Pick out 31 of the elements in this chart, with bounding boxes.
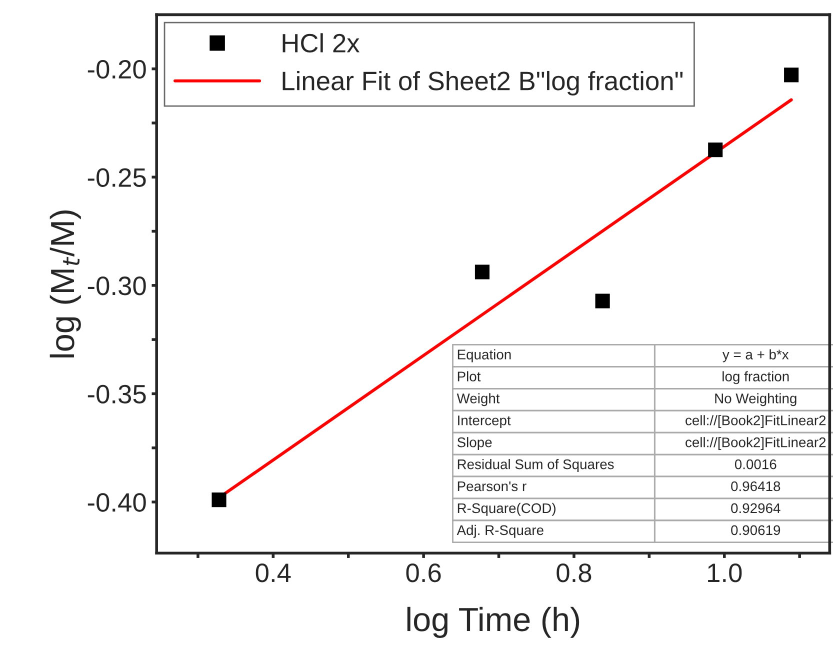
annotation: No Weighting <box>715 393 796 406</box>
annotation: 0.96418 <box>731 481 780 492</box>
x-tick-label: 0.8 <box>556 564 592 582</box>
annotation: Adj. R-Square <box>456 524 544 538</box>
annotation: log fraction <box>722 371 789 384</box>
annotation: Residual Sum of Squares <box>458 459 614 472</box>
annotation: cell://[Book2]FitLinear2 <box>686 415 826 428</box>
annotation: 0.92964 <box>731 503 780 514</box>
annotation: 0.0016 <box>734 459 776 470</box>
annotation: Weight <box>456 393 500 406</box>
x-tick-label: 0.4 <box>256 564 291 582</box>
annotation: y = a + b*x <box>722 349 789 362</box>
annotation: R-Square(COD) <box>458 502 556 516</box>
annotation: Equation <box>458 349 511 362</box>
x-tick-label: 1.0 <box>708 564 742 582</box>
annotation: Plot <box>458 371 481 382</box>
y-axis-title: log (M$_{t}$/M) <box>50 210 81 358</box>
annotation: cell://[Book2]FitLinear2 <box>686 437 826 450</box>
annotation: Intercept <box>458 416 511 428</box>
y-tick-label: -0.30 <box>88 276 146 296</box>
legend-label: HCl 2x <box>282 33 360 53</box>
legend-label: Linear Fit of Sheet2 B"log fraction" <box>282 70 683 96</box>
x-axis-title: log Time (h) <box>407 606 580 638</box>
annotation: Slope <box>457 437 492 450</box>
annotation: 0.90619 <box>731 525 780 536</box>
y-tick-label: -0.40 <box>88 493 146 512</box>
annotation: Pearson's r <box>458 481 526 492</box>
y-tick-label: -0.20 <box>88 60 146 79</box>
y-tick-label: -0.25 <box>88 168 146 187</box>
x-tick-label: 0.6 <box>406 564 441 582</box>
y-tick-label: -0.35 <box>88 384 146 404</box>
